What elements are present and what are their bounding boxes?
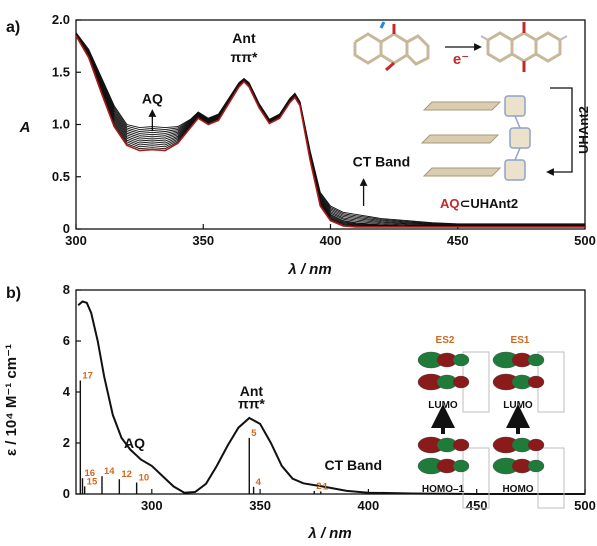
x-tick-label: 500 [574,233,596,248]
chart-annotation: AQ [142,91,163,107]
electron-label: e⁻ [453,51,469,68]
complex-label: AQ⊂UHAnt2 [440,196,518,211]
chart-annotation: CT Band [324,457,382,473]
transition-label: 16 [84,468,95,479]
orbital-lobe [452,438,470,452]
top-inset-scheme: e⁻ UHAnt2 AQ⊂UHAnt2 [353,21,591,211]
y-tick-label: 2.0 [52,12,70,27]
x-tick-label: 400 [358,498,380,513]
spectrum-line [75,35,585,228]
homo-label: HOMO [502,484,533,495]
panel-b-label: b) [6,285,21,302]
lumo-label: LUMO [428,400,458,411]
transition-label: 15 [87,476,98,487]
chart-annotation: AQ [124,435,145,451]
chart-annotation: Ant [240,383,264,399]
absorption-chart: 300 350 400 450 500 0 0.5 1.0 1.5 2.0 AQ Ant ππ* CT B… [52,12,596,248]
excited-state-label: ES2 [436,335,455,346]
x-tick-label: 500 [574,498,596,513]
transition-label: 4 [256,477,262,488]
x-tick-label: 450 [466,498,488,513]
orbital-lobe [527,353,545,367]
y-tick-label: 0 [63,221,70,236]
chart-annotation: ππ* [238,396,265,412]
y-tick-label: 1.5 [52,64,70,79]
transition-label: 2 [316,481,321,492]
chart-annotation: CT Band [353,153,411,169]
bottom-y-axis-label: ε / 10⁴ M⁻¹ cm⁻¹ [3,344,20,456]
transition-label: 5 [251,428,257,439]
x-tick-label: 350 [192,233,214,248]
transition-label: 10 [139,473,150,484]
transition-label: 17 [82,371,93,382]
homo-label: HOMO–1 [422,484,465,495]
top-x-axis-label: λ / nm [287,261,331,278]
x-tick-label: 300 [141,498,163,513]
y-tick-label: 1.0 [52,117,70,132]
transition-label: 12 [121,469,132,480]
ligand-skeleton [462,447,490,509]
transition-label: 1 [323,481,329,492]
x-tick-label: 300 [65,233,87,248]
top-y-axis-label: A [19,119,31,136]
bottom-x-axis-label: λ / nm [307,525,351,542]
orbital-lobe [527,375,545,389]
orbital-lobe [452,353,470,367]
x-tick-label: 350 [249,498,271,513]
y-tick-label: 6 [63,333,70,348]
orbital-lobe [527,438,545,452]
orbital-lobe [527,459,545,473]
anthraquinone-molecule [480,22,568,72]
excited-state-label: ES1 [511,335,530,346]
transition-label: 14 [104,466,115,477]
orbital-lobe [452,375,470,389]
y-tick-label: 4 [63,384,71,399]
x-tick-label: 450 [447,233,469,248]
chart-annotation: ππ* [231,49,258,65]
anthraquinone-radical-molecule [353,21,430,72]
orbital-inset: ES2 LUMO HOMO–1 ES1 LUMO HOMO [417,335,565,509]
orbital-lobe [452,459,470,473]
y-tick-label: 8 [63,282,70,297]
y-tick-label: 2 [63,435,70,450]
y-tick-label: 0 [63,486,70,501]
binding-arrow [546,87,573,176]
chart-annotation: Ant [232,30,256,46]
lumo-label: LUMO [503,400,533,411]
panel-a-label: a) [6,19,20,36]
epsilon-line [77,300,585,495]
ligand-skeleton [537,447,565,509]
host-label: UHAnt2 [576,106,591,154]
host-guest-complex [420,95,531,181]
x-tick-label: 400 [320,233,342,248]
y-tick-label: 0.5 [52,169,70,184]
